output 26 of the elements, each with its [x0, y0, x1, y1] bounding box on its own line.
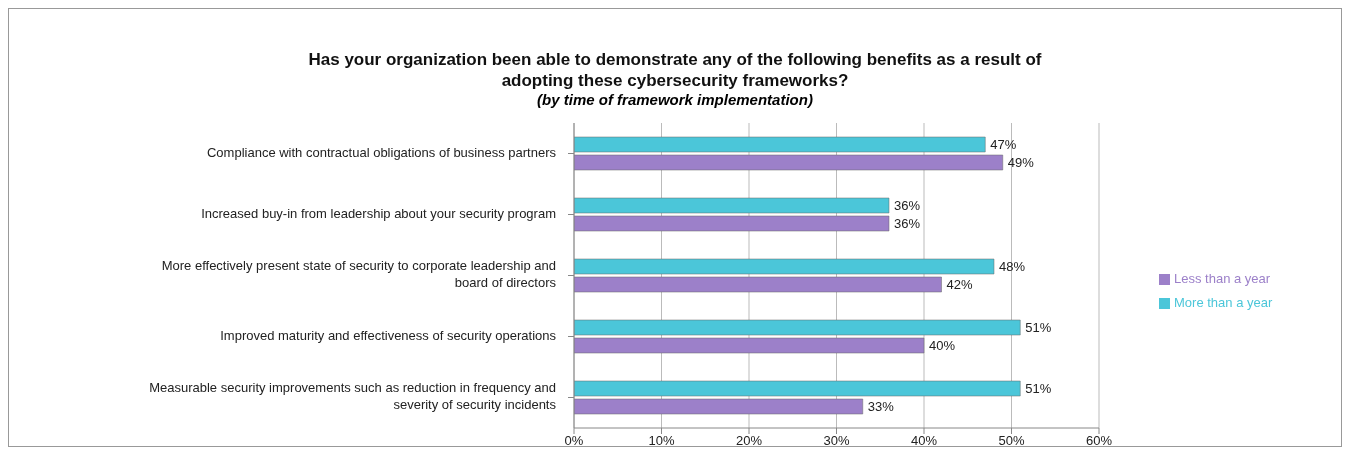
data-label: 33%: [867, 399, 895, 415]
data-label: 51%: [1025, 381, 1052, 397]
data-label: 36%: [894, 198, 921, 214]
data-label: 48%: [999, 259, 1026, 275]
data-label: 42%: [946, 277, 973, 293]
x-tick-label: 10%: [648, 433, 675, 449]
x-tick-label: 30%: [823, 433, 850, 449]
data-label: 47%: [990, 137, 1017, 153]
y-tick-label: More effectively present state of security to corporate leadership and board of directors: [161, 258, 557, 291]
y-tick-label: Compliance with contractual obligations of business partners: [206, 144, 557, 160]
x-tick-label: 60%: [1085, 433, 1113, 449]
data-label: 49%: [1007, 155, 1035, 171]
data-label: 40%: [929, 338, 956, 354]
x-tick-label: 40%: [910, 433, 938, 449]
legend-label: More than a year: [1174, 294, 1273, 310]
data-label: 36%: [894, 216, 921, 232]
data-label: 51%: [1025, 320, 1052, 336]
legend-label: Less than a year: [1174, 270, 1271, 286]
chart-title: Has your organization been able to demonstrate any of the following benefits as a result of adopting these cybersecurity frameworks?: [307, 49, 1043, 91]
y-tick-label: Improved maturity and effectiveness of security operations: [220, 327, 557, 343]
y-tick-label: Measurable security improvements such as reduction in frequency and severity of security incidents: [149, 380, 557, 413]
x-tick-label: 20%: [735, 433, 763, 449]
x-tick-label: 50%: [998, 433, 1025, 449]
x-tick-label: 0%: [564, 433, 584, 449]
chart-subtitle: (by time of framework implementation): [536, 91, 814, 108]
y-tick-label: Increased buy-in from leadership about your security program: [201, 205, 556, 221]
